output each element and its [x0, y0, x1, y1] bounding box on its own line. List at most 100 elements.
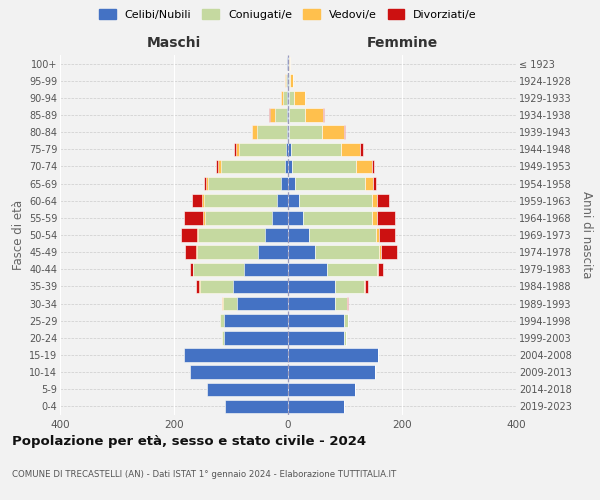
Bar	[322, 126, 344, 139]
Bar	[341, 142, 361, 156]
Y-axis label: Fasce di età: Fasce di età	[11, 200, 25, 270]
Text: Femmine: Femmine	[367, 36, 437, 50]
Bar	[215, 160, 288, 173]
Bar	[236, 297, 288, 310]
Bar	[288, 160, 292, 173]
Bar	[244, 262, 288, 276]
Bar	[184, 348, 288, 362]
Bar	[223, 331, 288, 344]
Y-axis label: Anni di nascita: Anni di nascita	[580, 192, 593, 278]
Bar	[344, 314, 349, 328]
Bar	[299, 194, 373, 207]
Text: COMUNE DI TRECASTELLI (AN) - Dati ISTAT 1° gennaio 2024 - Elaborazione TUTTITALI: COMUNE DI TRECASTELLI (AN) - Dati ISTAT …	[12, 470, 396, 479]
Bar	[193, 262, 288, 276]
Bar	[202, 194, 288, 207]
Bar	[220, 314, 288, 328]
Bar	[377, 194, 389, 207]
Bar	[206, 177, 288, 190]
Bar	[251, 126, 288, 139]
Bar	[203, 177, 288, 190]
Bar	[373, 194, 377, 207]
Bar	[372, 160, 374, 173]
Bar	[184, 211, 288, 224]
Bar	[327, 262, 377, 276]
Bar	[290, 74, 293, 88]
Bar	[222, 297, 288, 310]
Bar	[272, 211, 288, 224]
Bar	[221, 160, 288, 173]
Bar	[233, 280, 288, 293]
Bar	[288, 228, 308, 241]
Bar	[305, 108, 323, 122]
Bar	[382, 246, 397, 259]
Bar	[226, 400, 288, 413]
Bar	[196, 280, 288, 293]
Bar	[344, 331, 346, 344]
Bar	[288, 177, 295, 190]
Bar	[376, 228, 379, 241]
Bar	[223, 297, 288, 310]
Bar	[197, 246, 288, 259]
Bar	[289, 74, 290, 88]
Bar	[288, 382, 355, 396]
Bar	[220, 314, 288, 328]
Bar	[289, 108, 305, 122]
Bar	[207, 382, 288, 396]
Bar	[286, 142, 288, 156]
Bar	[184, 348, 288, 362]
Bar	[197, 228, 288, 241]
Bar	[281, 91, 288, 104]
Bar	[226, 400, 288, 413]
Bar	[265, 228, 288, 241]
Bar	[379, 228, 395, 241]
Bar	[344, 126, 345, 139]
Bar	[294, 91, 305, 104]
Bar	[185, 246, 288, 259]
Bar	[288, 262, 327, 276]
Bar	[308, 228, 376, 241]
Bar	[284, 160, 288, 173]
Bar	[287, 126, 288, 139]
Bar	[287, 57, 288, 70]
Bar	[190, 366, 288, 379]
Bar	[224, 314, 288, 328]
Bar	[259, 246, 288, 259]
Bar	[288, 366, 374, 379]
Bar	[198, 228, 288, 241]
Bar	[288, 297, 335, 310]
Bar	[275, 108, 288, 122]
Bar	[285, 74, 288, 88]
Bar	[289, 91, 294, 104]
Bar	[252, 126, 288, 139]
Bar	[288, 400, 344, 413]
Bar	[223, 331, 288, 344]
Bar	[377, 262, 378, 276]
Bar	[184, 348, 288, 362]
Bar	[218, 160, 288, 173]
Bar	[288, 280, 335, 293]
Bar	[226, 400, 288, 413]
Bar	[295, 177, 365, 190]
Bar	[361, 142, 362, 156]
Bar	[224, 331, 288, 344]
Bar	[208, 177, 288, 190]
Bar	[191, 194, 288, 207]
Bar	[288, 126, 289, 139]
Text: Maschi: Maschi	[147, 36, 201, 50]
Bar	[288, 142, 291, 156]
Text: Popolazione per età, sesso e stato civile - 2024: Popolazione per età, sesso e stato civil…	[12, 435, 366, 448]
Bar	[288, 348, 378, 362]
Bar	[289, 126, 322, 139]
Bar	[379, 246, 382, 259]
Bar	[285, 74, 288, 88]
Bar	[203, 211, 288, 224]
Bar	[223, 331, 288, 344]
Bar	[181, 228, 288, 241]
Bar	[288, 246, 316, 259]
Bar	[287, 57, 288, 70]
Bar	[373, 177, 376, 190]
Bar	[283, 91, 288, 104]
Bar	[200, 280, 288, 293]
Bar	[281, 91, 288, 104]
Bar	[277, 194, 288, 207]
